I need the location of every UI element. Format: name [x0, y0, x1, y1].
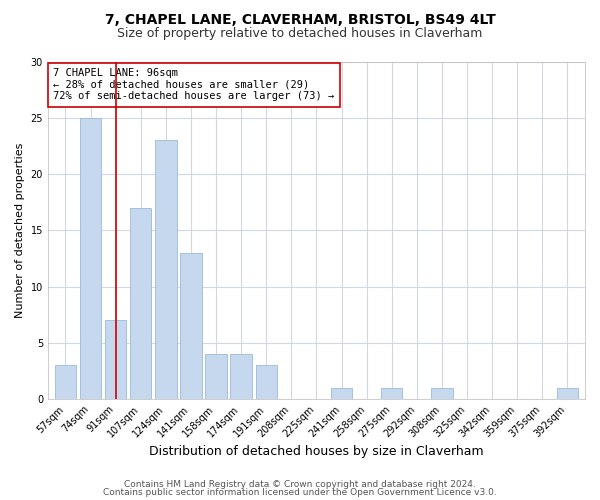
Bar	[381, 388, 403, 399]
Bar	[230, 354, 252, 399]
Bar	[130, 208, 151, 399]
Bar	[557, 388, 578, 399]
X-axis label: Distribution of detached houses by size in Claverham: Distribution of detached houses by size …	[149, 444, 484, 458]
Text: 7, CHAPEL LANE, CLAVERHAM, BRISTOL, BS49 4LT: 7, CHAPEL LANE, CLAVERHAM, BRISTOL, BS49…	[104, 12, 496, 26]
Bar	[155, 140, 176, 399]
Bar	[55, 366, 76, 399]
Text: Size of property relative to detached houses in Claverham: Size of property relative to detached ho…	[118, 28, 482, 40]
Text: Contains HM Land Registry data © Crown copyright and database right 2024.: Contains HM Land Registry data © Crown c…	[124, 480, 476, 489]
Bar	[331, 388, 352, 399]
Bar	[205, 354, 227, 399]
Bar	[105, 320, 127, 399]
Bar	[181, 253, 202, 399]
Bar	[256, 366, 277, 399]
Y-axis label: Number of detached properties: Number of detached properties	[15, 142, 25, 318]
Bar	[431, 388, 452, 399]
Bar	[80, 118, 101, 399]
Text: 7 CHAPEL LANE: 96sqm
← 28% of detached houses are smaller (29)
72% of semi-detac: 7 CHAPEL LANE: 96sqm ← 28% of detached h…	[53, 68, 335, 102]
Text: Contains public sector information licensed under the Open Government Licence v3: Contains public sector information licen…	[103, 488, 497, 497]
